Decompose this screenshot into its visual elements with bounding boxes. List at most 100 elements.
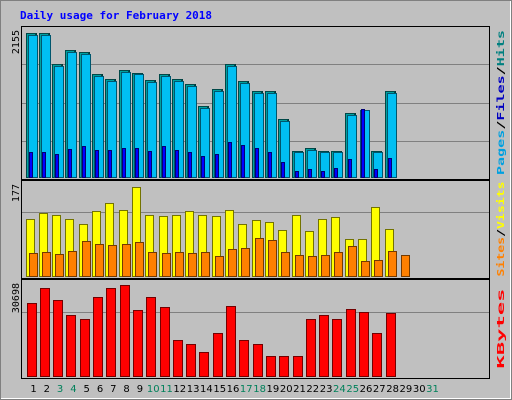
day-label-24: 24 (333, 384, 346, 395)
bar-kbytes-day-4 (66, 315, 76, 377)
bar-sites-day-3 (55, 254, 64, 277)
bar-files-day-8 (122, 148, 126, 178)
bar-kbytes-day-21 (293, 356, 303, 377)
day-label-30: 30 (413, 384, 426, 395)
bar-files-day-6 (95, 150, 99, 178)
day-label-29: 29 (400, 384, 413, 395)
bar-kbytes-day-5 (80, 319, 90, 377)
legend-entry: Sites (495, 237, 507, 277)
x-axis-day-labels: 1 2 3 4 5 6 7 8 9 10 11 12 13 14 15 16 17 18 19 20 21 22 23 24 2… (30, 384, 439, 395)
bar-sites-day-25 (348, 246, 357, 277)
day-label-23: 23 (320, 384, 333, 395)
bar-sites-day-14 (201, 252, 210, 277)
bar-sites-day-22 (308, 256, 317, 277)
bar-sites-day-2 (42, 252, 51, 277)
legend-entry: Pages (496, 130, 507, 175)
bar-kbytes-day-26 (359, 312, 369, 377)
bar-files-day-21 (295, 171, 299, 178)
series-legend-top: Pages/Files/Hits (495, 30, 507, 175)
bar-kbytes-day-17 (239, 340, 249, 377)
bar-files-day-15 (215, 154, 219, 178)
bar-files-day-1 (29, 152, 33, 178)
day-label-5: 5 (84, 384, 90, 395)
bar-sites-day-12 (175, 252, 184, 277)
bar-kbytes-day-16 (226, 306, 236, 377)
bar-sites-day-28 (388, 251, 397, 277)
day-label-12: 12 (173, 384, 186, 395)
bar-kbytes-day-28 (386, 313, 396, 377)
legend-entry: KBytes (496, 289, 507, 369)
day-label-17: 17 (240, 384, 253, 395)
day-label-19: 19 (267, 384, 280, 395)
bar-kbytes-day-11 (160, 307, 170, 377)
bar-kbytes-day-10 (146, 297, 156, 377)
bar-files-day-10 (148, 151, 152, 178)
day-label-10: 10 (147, 384, 160, 395)
bar-files-day-4 (68, 149, 72, 178)
series-legend-bottom: KBytes (496, 289, 507, 369)
bar-files-day-17 (241, 145, 245, 178)
y-max-label-bottom: 30698 (11, 283, 22, 313)
bar-kbytes-day-22 (306, 319, 316, 377)
day-label-20: 20 (280, 384, 293, 395)
bar-sites-day-20 (281, 252, 290, 277)
day-label-14: 14 (200, 384, 213, 395)
bar-files-day-11 (162, 146, 166, 178)
day-label-1: 1 (30, 384, 36, 395)
bar-sites-day-27 (374, 260, 383, 277)
legend-entry: / (496, 121, 507, 130)
bar-files-day-23 (321, 171, 325, 178)
bar-kbytes-day-7 (106, 288, 116, 377)
day-label-9: 9 (137, 384, 143, 395)
bar-files-day-20 (281, 162, 285, 178)
day-label-18: 18 (253, 384, 266, 395)
bar-kbytes-day-6 (93, 297, 103, 377)
bar-files-day-25 (348, 159, 352, 178)
legend-entry: Visits (495, 182, 507, 229)
bar-kbytes-day-18 (253, 344, 263, 377)
bar-kbytes-day-15 (213, 333, 223, 377)
day-label-16: 16 (227, 384, 240, 395)
bar-kbytes-day-8 (120, 285, 130, 377)
bar-files-day-19 (268, 152, 272, 178)
bar-kbytes-day-12 (173, 340, 183, 377)
bar-sites-day-15 (215, 256, 224, 277)
day-label-4: 4 (70, 384, 76, 395)
day-label-2: 2 (44, 384, 50, 395)
bar-kbytes-day-14 (199, 352, 209, 377)
day-label-13: 13 (187, 384, 200, 395)
bar-files-day-7 (108, 150, 112, 178)
bar-files-day-18 (255, 148, 259, 178)
bar-sites-day-24 (334, 252, 343, 277)
chart-title: Daily usage for February 2018 (20, 9, 212, 22)
y-max-label-top: 2155 (11, 30, 22, 54)
bar-sites-day-4 (68, 251, 77, 277)
panel-middle: 177 Sites/Visits (11, 180, 507, 279)
bar-sites-day-1 (29, 253, 38, 277)
bar-sites-day-17 (241, 248, 250, 277)
bar-sites-day-6 (95, 244, 104, 277)
day-label-8: 8 (123, 384, 129, 395)
legend-entry: / (496, 229, 507, 237)
day-label-3: 3 (57, 384, 63, 395)
day-label-15: 15 (213, 384, 226, 395)
bar-sites-day-5 (82, 241, 91, 277)
day-label-26: 26 (360, 384, 373, 395)
bar-sites-day-23 (321, 255, 330, 277)
day-label-6: 6 (97, 384, 103, 395)
chart-panels: 2155Pages/Files/Hits177Sites/Visits30698… (11, 26, 507, 379)
bar-kbytes-day-19 (266, 356, 276, 377)
legend-entry: Hits (495, 30, 507, 66)
bar-files-day-9 (135, 148, 139, 178)
bar-sites-day-8 (122, 244, 131, 277)
bar-files-day-3 (55, 154, 59, 178)
y-max-label-middle: 177 (11, 184, 22, 202)
bar-sites-day-13 (188, 253, 197, 277)
day-label-31: 31 (426, 384, 439, 395)
day-label-25: 25 (346, 384, 359, 395)
bar-sites-day-21 (295, 255, 304, 277)
bar-kbytes-day-27 (372, 333, 382, 377)
bar-files-day-16 (228, 142, 232, 178)
bar-kbytes-day-25 (346, 309, 356, 377)
